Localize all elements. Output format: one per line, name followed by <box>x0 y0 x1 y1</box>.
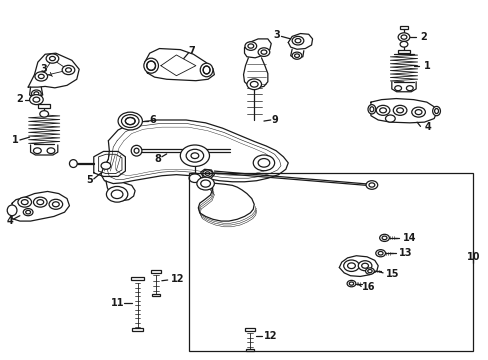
Ellipse shape <box>203 66 209 74</box>
Ellipse shape <box>146 61 155 70</box>
Circle shape <box>346 280 355 287</box>
Text: 2: 2 <box>17 94 23 104</box>
Circle shape <box>35 72 47 81</box>
Bar <box>399 26 407 29</box>
Text: 4: 4 <box>7 216 14 226</box>
Circle shape <box>291 52 301 59</box>
Circle shape <box>31 90 41 97</box>
Bar <box>188 173 472 351</box>
Bar <box>131 277 143 280</box>
Text: 13: 13 <box>398 248 412 258</box>
Circle shape <box>244 42 256 50</box>
Circle shape <box>379 234 388 242</box>
Text: 9: 9 <box>271 115 278 125</box>
Circle shape <box>246 79 261 90</box>
Circle shape <box>397 33 409 41</box>
Text: 1: 1 <box>424 62 430 71</box>
Bar <box>151 270 161 273</box>
Ellipse shape <box>131 145 142 156</box>
Circle shape <box>375 105 389 115</box>
Text: 3: 3 <box>41 64 52 76</box>
Text: 14: 14 <box>402 233 415 243</box>
Circle shape <box>399 41 407 47</box>
Circle shape <box>33 148 41 154</box>
Circle shape <box>189 174 201 183</box>
Circle shape <box>258 48 269 57</box>
Bar <box>245 328 255 331</box>
Text: 6: 6 <box>149 115 156 125</box>
Bar <box>152 294 160 296</box>
Circle shape <box>343 260 359 271</box>
Circle shape <box>385 115 394 122</box>
Ellipse shape <box>69 159 77 167</box>
Text: 7: 7 <box>188 46 195 57</box>
Circle shape <box>125 117 135 125</box>
Circle shape <box>358 261 371 271</box>
Circle shape <box>253 155 274 171</box>
Bar <box>132 328 142 331</box>
Text: 11: 11 <box>111 298 124 308</box>
Text: 10: 10 <box>466 252 480 262</box>
Text: 8: 8 <box>154 154 161 163</box>
Ellipse shape <box>432 107 440 116</box>
Circle shape <box>46 54 59 63</box>
Circle shape <box>23 208 33 216</box>
Circle shape <box>30 95 43 105</box>
Circle shape <box>375 249 385 257</box>
Text: 2: 2 <box>420 32 427 42</box>
Circle shape <box>180 145 209 166</box>
Text: 15: 15 <box>385 269 398 279</box>
Text: 12: 12 <box>264 332 277 342</box>
Bar <box>397 50 409 53</box>
Circle shape <box>118 112 142 130</box>
Text: 5: 5 <box>86 175 93 185</box>
Circle shape <box>406 86 412 91</box>
Circle shape <box>202 170 212 177</box>
Text: 4: 4 <box>424 122 430 132</box>
Circle shape <box>366 181 377 189</box>
Bar <box>38 104 50 108</box>
Circle shape <box>106 186 127 202</box>
Circle shape <box>392 105 406 115</box>
Text: 3: 3 <box>273 30 280 40</box>
Circle shape <box>33 197 47 207</box>
Circle shape <box>40 111 48 117</box>
Circle shape <box>365 268 373 274</box>
Circle shape <box>291 36 303 45</box>
Ellipse shape <box>367 105 375 114</box>
Ellipse shape <box>200 63 212 77</box>
Ellipse shape <box>7 205 17 216</box>
Circle shape <box>62 65 75 75</box>
Circle shape <box>411 107 425 117</box>
Bar <box>246 348 254 351</box>
Circle shape <box>197 177 214 190</box>
Ellipse shape <box>143 58 158 73</box>
Text: 16: 16 <box>362 282 375 292</box>
Circle shape <box>49 199 62 209</box>
Circle shape <box>101 162 111 169</box>
Circle shape <box>47 148 55 154</box>
Text: 1: 1 <box>12 135 19 145</box>
Circle shape <box>394 86 401 91</box>
Text: 12: 12 <box>170 274 183 284</box>
Circle shape <box>18 197 31 207</box>
